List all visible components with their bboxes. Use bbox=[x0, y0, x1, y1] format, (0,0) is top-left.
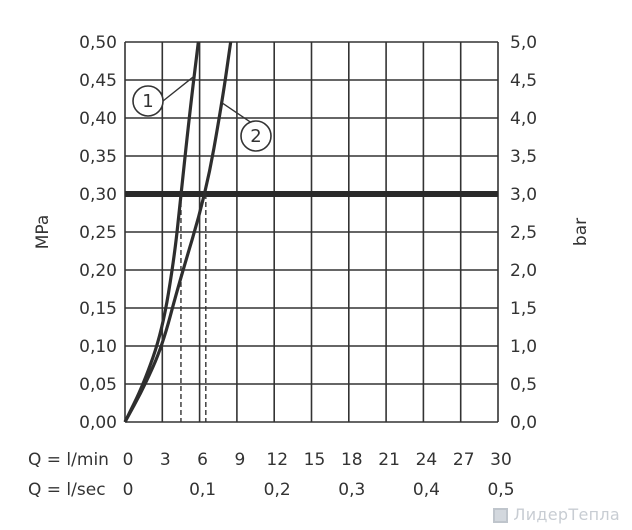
y-right-tick-label: 2,5 bbox=[510, 223, 537, 243]
x-lsec-tick-label: 0 bbox=[123, 480, 134, 500]
y-left-tick-label: 0,20 bbox=[79, 261, 117, 281]
x-lmin-tick-label: 24 bbox=[416, 450, 438, 470]
y-left-label: MPa bbox=[33, 215, 53, 250]
x-lsec-tick-label: 0,3 bbox=[338, 480, 365, 500]
x-lmin-tick-label: 3 bbox=[160, 450, 171, 470]
x-lsec-ticks: 0 0,1 0,2 0,3 0,4 0,5 bbox=[123, 480, 515, 500]
callout-circle-2 bbox=[240, 120, 272, 152]
x-lmin-tick-label: 18 bbox=[341, 450, 363, 470]
y-right-tick-label: 4,5 bbox=[510, 71, 537, 91]
y-right-tick-label: 3,5 bbox=[510, 147, 537, 167]
x-lsec-tick-label: 0,1 bbox=[189, 480, 216, 500]
y-right-tick-label: 2,0 bbox=[510, 261, 537, 281]
callouts: 12 bbox=[132, 75, 272, 152]
y-left-tick-label: 0,00 bbox=[79, 413, 117, 433]
watermark-text: ЛидерТепла bbox=[513, 505, 620, 524]
y-right-tick-label: 5,0 bbox=[510, 33, 537, 53]
y-left-tick-label: 0,15 bbox=[79, 299, 117, 319]
watermark: ЛидерТепла bbox=[493, 505, 620, 524]
x-lsec-tick-label: 0,2 bbox=[264, 480, 291, 500]
y-left-tick-label: 0,45 bbox=[79, 71, 117, 91]
y-right-label: bar bbox=[571, 218, 591, 246]
y-left-tick-label: 0,30 bbox=[79, 185, 117, 205]
x-lmin-tick-label: 0 bbox=[123, 450, 134, 470]
curve-series-2 bbox=[123, 41, 233, 423]
y-right-tick-label: 1,0 bbox=[510, 337, 537, 357]
y-left-tick-label: 0,50 bbox=[79, 33, 117, 53]
y-left-tick-label: 0,05 bbox=[79, 375, 117, 395]
y-left-ticks: 0,00 0,05 0,10 0,15 0,20 0,25 0,30 0,35 0,40 0,45… bbox=[79, 33, 117, 433]
y-left-tick-label: 0,25 bbox=[79, 223, 117, 243]
x-lsec-label: Q = l/sec bbox=[28, 480, 106, 500]
x-lmin-tick-label: 27 bbox=[453, 450, 475, 470]
callout-circle-1 bbox=[132, 85, 164, 117]
x-lsec-tick-label: 0,5 bbox=[487, 480, 514, 500]
y-right-tick-label: 0,5 bbox=[510, 375, 537, 395]
x-lmin-tick-label: 30 bbox=[490, 450, 512, 470]
y-right-tick-label: 3,0 bbox=[510, 185, 537, 205]
watermark-icon bbox=[493, 508, 509, 523]
y-right-tick-label: 1,5 bbox=[510, 299, 537, 319]
y-right-tick-label: 4,0 bbox=[510, 109, 537, 129]
y-left-tick-label: 0,10 bbox=[79, 337, 117, 357]
x-lmin-label: Q = l/min bbox=[28, 450, 109, 470]
y-left-tick-label: 0,35 bbox=[79, 147, 117, 167]
x-lmin-tick-label: 15 bbox=[304, 450, 326, 470]
callout-label-1: 1 bbox=[142, 91, 153, 112]
y-left-tick-label: 0,40 bbox=[79, 109, 117, 129]
x-lmin-tick-label: 21 bbox=[378, 450, 400, 470]
x-lsec-tick-label: 0,4 bbox=[413, 480, 440, 500]
y-right-tick-label: 0,0 bbox=[510, 413, 537, 433]
x-lmin-tick-label: 12 bbox=[266, 450, 288, 470]
callout-leader-1 bbox=[162, 75, 195, 102]
curves bbox=[123, 41, 233, 423]
x-lmin-tick-label: 6 bbox=[197, 450, 208, 470]
callout-label-2: 2 bbox=[250, 126, 261, 147]
x-lmin-tick-label: 9 bbox=[234, 450, 245, 470]
dashed-markers bbox=[180, 194, 207, 422]
y-right-ticks: 0,0 0,5 1,0 1,5 2,0 2,5 3,0 3,5 4,0 4,5 5,0 bbox=[510, 33, 537, 433]
x-lmin-ticks: 0 3 6 9 12 15 18 21 24 27 30 bbox=[123, 450, 512, 470]
